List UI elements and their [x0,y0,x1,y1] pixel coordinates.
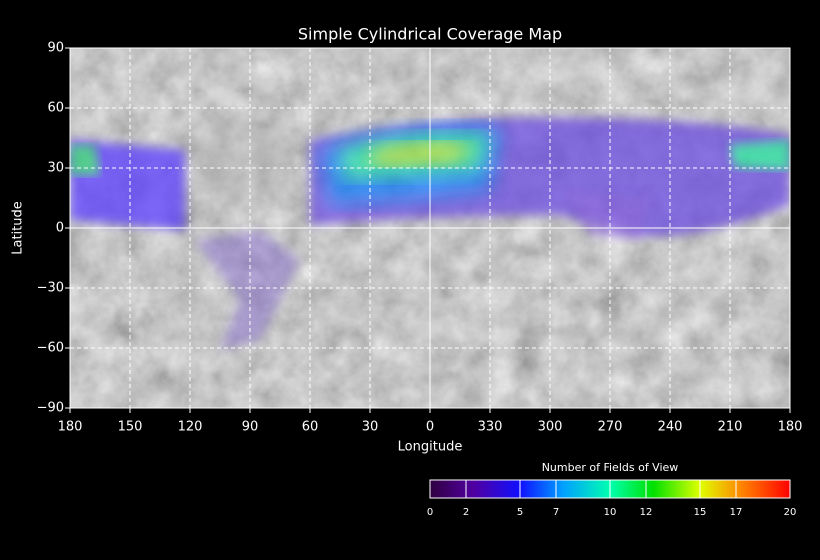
x-tick-label: 30 [362,420,379,435]
colorbar-tick-label: 17 [730,507,743,518]
x-axis-label: Longitude [398,440,463,455]
x-tick-label: 0 [426,420,434,435]
colorbar-tick-label: 7 [553,507,559,518]
x-tick-label: 210 [718,420,743,435]
y-tick-label: 30 [47,161,64,176]
colorbar-title: Number of Fields of View [542,461,679,474]
y-axis-label: Latitude [11,201,26,255]
x-tick-label: 180 [778,420,803,435]
colorbar-tick-label: 5 [517,507,523,518]
x-tick-label: 120 [178,420,203,435]
x-tick-label: 90 [242,420,259,435]
y-tick-label: −60 [37,341,64,356]
y-tick-label: 60 [47,101,64,116]
colorbar-tick-label: 10 [604,507,617,518]
x-tick-label: 240 [658,420,683,435]
y-tick-label: −90 [37,401,64,416]
colorbar-tick-label: 12 [640,507,653,518]
x-tick-label: 180 [58,420,83,435]
x-tick-label: 300 [538,420,563,435]
x-tick-label: 330 [478,420,503,435]
colorbar-tick-label: 15 [694,507,707,518]
colorbar-tick-label: 20 [784,507,797,518]
x-tick-label: 270 [598,420,623,435]
y-tick-label: 90 [47,41,64,56]
x-tick-label: 60 [302,420,319,435]
colorbar-tick-label: 2 [463,507,469,518]
chart-title: Simple Cylindrical Coverage Map [298,25,562,44]
y-tick-label: −30 [37,281,64,296]
x-tick-label: 150 [118,420,143,435]
y-tick-label: 0 [56,221,64,236]
colorbar-tick-label: 0 [427,507,433,518]
